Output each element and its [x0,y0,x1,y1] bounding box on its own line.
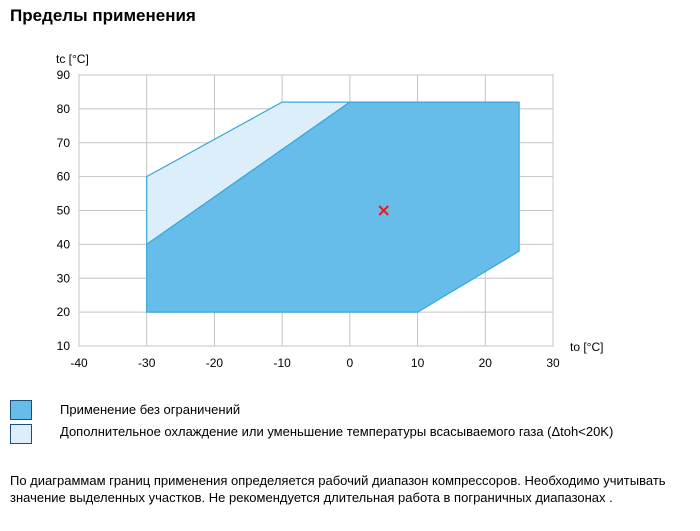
legend-label-unrestricted: Применение без ограничений [60,402,241,417]
x-tick-label: -20 [206,356,224,370]
legend-item-unrestricted: Применение без ограничений [10,400,240,420]
legend-swatch-extra-cooling [10,424,32,444]
operating-point-marker [378,205,389,216]
x-axis-label: to [°C] [570,340,603,354]
x-tick-label: -10 [273,356,291,370]
y-tick-label: 40 [57,237,71,251]
y-tick-label: 20 [57,305,71,319]
legend-swatch-unrestricted [10,400,32,420]
y-tick-label: 50 [57,204,71,218]
x-tick-label: 10 [411,356,425,370]
x-tick-label: 20 [479,356,493,370]
y-tick-labels: 10 20 30 40 50 60 70 80 90 [57,68,71,353]
note-text: По диаграммам границ применения определя… [10,473,666,505]
legend-label-extra-cooling: Дополнительное охлаждение или уменьшение… [60,424,614,439]
x-tick-label: 30 [546,356,560,370]
envelope-areas [146,101,520,313]
y-tick-label: 30 [57,271,71,285]
x-tick-labels: -40 -30 -20 -10 0 10 20 30 [70,356,560,370]
y-tick-label: 70 [57,136,71,150]
x-tick-label: -30 [138,356,156,370]
x-tick-label: -40 [70,356,88,370]
x-tick-label: 0 [347,356,354,370]
application-limits-chart: -40 -30 -20 -10 0 10 20 30 10 20 30 40 50 60 70 80 90 t… [56,52,603,370]
marker-stroke [378,205,389,216]
y-tick-label: 90 [57,68,71,82]
y-tick-label: 60 [57,170,71,184]
legend-item-extra-cooling: Дополнительное охлаждение или уменьшение… [10,424,660,444]
y-axis-label: tc [°C] [56,52,89,66]
y-tick-label: 80 [57,102,71,116]
y-tick-label: 10 [57,339,71,353]
area-unrestricted [146,101,520,313]
page-title: Пределы применения [10,6,196,25]
